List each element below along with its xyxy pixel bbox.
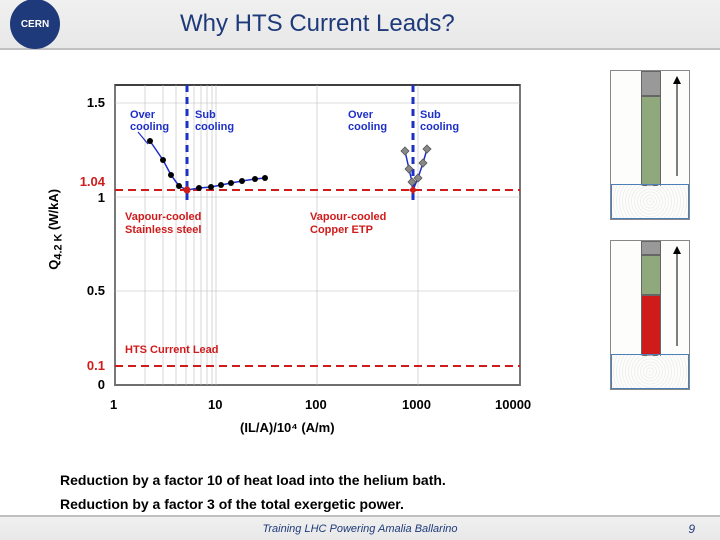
svg-text:cooling: cooling: [420, 121, 459, 133]
conventional-lead-illustration: [610, 70, 690, 220]
svg-text:Over: Over: [348, 109, 374, 121]
arrow-up-icon: [671, 76, 683, 176]
lead-illustrations: [610, 70, 700, 410]
slide-title: Why HTS Current Leads?: [180, 10, 455, 38]
svg-text:Copper ETP: Copper ETP: [310, 224, 373, 236]
svg-text:HTS Current Lead: HTS Current Lead: [125, 344, 219, 356]
svg-text:Vapour-cooled: Vapour-cooled: [125, 211, 201, 223]
y-axis-label: Q4.2 K (W/kA): [46, 189, 65, 270]
xtick-1000: 1000: [402, 397, 431, 412]
xtick-100: 100: [305, 397, 327, 412]
bullet-2: Reduction by a factor 3 of the total exe…: [60, 496, 446, 512]
svg-text:cooling: cooling: [130, 121, 169, 133]
heat-load-chart: Over cooling Sub cooling Over cooling Su…: [60, 70, 540, 430]
ytick-01: 0.1: [87, 358, 105, 373]
ytick-1: 1: [98, 190, 105, 205]
x-axis-label: (IL/A)/10⁴ (A/m): [240, 420, 335, 435]
svg-text:Vapour-cooled: Vapour-cooled: [310, 211, 386, 223]
arrow-up-icon: [671, 246, 683, 346]
xtick-1: 1: [110, 397, 117, 412]
svg-text:Sub: Sub: [195, 109, 216, 121]
svg-text:cooling: cooling: [348, 121, 387, 133]
ytick-0: 0: [98, 377, 105, 392]
bullet-1: Reduction by a factor 10 of heat load in…: [60, 472, 446, 488]
xtick-10000: 10000: [495, 397, 531, 412]
logo-text: CERN: [21, 19, 49, 30]
ytick-104: 1.04: [80, 174, 105, 189]
svg-text:Sub: Sub: [420, 109, 441, 121]
hts-lead-illustration: [610, 240, 690, 390]
cern-logo: CERN: [10, 0, 60, 49]
slide-header: CERN Why HTS Current Leads?: [0, 0, 720, 50]
summary-bullets: Reduction by a factor 10 of heat load in…: [60, 472, 446, 520]
footer-text: Training LHC Powering Amalia Ballarino: [262, 523, 457, 535]
xtick-10: 10: [208, 397, 222, 412]
svg-text:cooling: cooling: [195, 121, 234, 133]
lead-cap: [611, 354, 689, 389]
svg-text:Over: Over: [130, 109, 156, 121]
lead-cap: [611, 184, 689, 219]
ytick-15: 1.5: [87, 95, 105, 110]
slide-body: Over cooling Sub cooling Over cooling Su…: [0, 50, 720, 480]
slide-footer: Training LHC Powering Amalia Ballarino: [0, 515, 720, 540]
chart-svg: Over cooling Sub cooling Over cooling Su…: [60, 70, 540, 430]
page-number: 9: [688, 522, 695, 536]
ytick-05: 0.5: [87, 283, 105, 298]
svg-text:Stainless steel: Stainless steel: [125, 224, 201, 236]
